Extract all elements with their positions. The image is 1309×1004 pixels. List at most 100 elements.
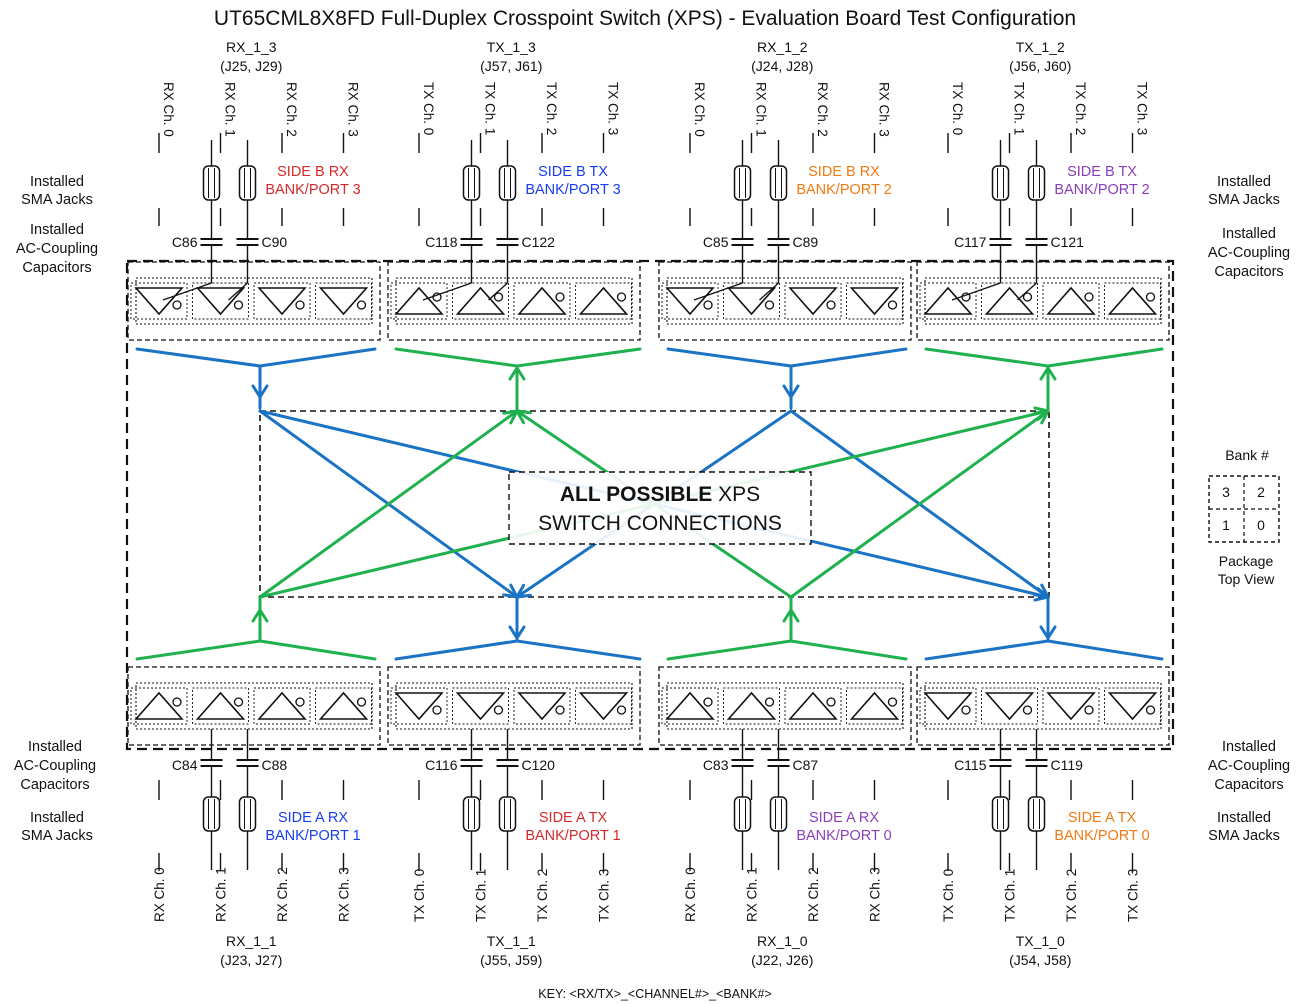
bottom-group-1-cap-0: [460, 759, 483, 767]
top-group-2-channel-3: RX Ch. 3: [877, 82, 892, 137]
top-group-3: TX_1_2 (J56, J60) TX Ch. 0 TX Ch. 1 TX Ch. 2…: [916, 39, 1170, 341]
top-group-0-channel-3: RX Ch. 3: [346, 82, 361, 137]
bottom-group-2-buffer-box-1: [723, 687, 780, 725]
bottom-group-2-channel-1: RX Ch. 1: [745, 867, 760, 922]
bank-groups: RX_1_3 (J25, J29) RX Ch. 0 RX Ch. 1 RX Ch. 2…: [127, 39, 1170, 968]
top-group-3-cap-right-label: C121: [1051, 234, 1085, 250]
top-group-2-bank-label: BANK/PORT 2: [796, 182, 891, 198]
top-group-2-jacks: (J24, J28): [751, 58, 813, 74]
bottom-group-2-buffer-1: [726, 691, 777, 720]
top-group-3-side-label: SIDE B TX: [1067, 164, 1137, 180]
bottom-group-0-buffer-2: [257, 691, 307, 720]
top-group-1-buffer-box-1: [452, 282, 509, 320]
side-labels: Installed SMA Jacks Installed AC-Coupling Ca…: [14, 174, 1290, 844]
bottom-group-1-channel-1: TX Ch. 1: [474, 869, 489, 922]
top-group-3-sma-0: [991, 140, 1010, 201]
top-group-1-side-label: SIDE B TX: [538, 164, 608, 180]
bank-cell-0: 0: [1257, 517, 1265, 533]
bottom-group-0-buffer-1: [195, 691, 246, 720]
bottom-group-1-buffer-0: [394, 692, 444, 721]
bottom-group-0-jacks: (J23, J27): [220, 952, 282, 968]
top-funnel-left-0: [135, 347, 262, 368]
green-connection-0: [258, 409, 519, 599]
bottom-group-1-side-label: SIDE A TX: [539, 810, 608, 826]
top-group-1-sma-1: [498, 140, 517, 201]
top-group-2-frame: [658, 261, 912, 341]
top-funnel-left-3: [924, 347, 1050, 368]
top-group-3-buffer-1: [984, 286, 1035, 315]
top-group-3-buffer-box-3: [1104, 282, 1161, 320]
top-group-0-cap-right-label: C90: [262, 234, 288, 250]
top-group-2-name: RX_1_2: [757, 39, 808, 55]
top-group-1-buffer-box-2: [513, 282, 571, 320]
top-group-3-sma-1: [1027, 140, 1046, 201]
top-funnel-arrow-1: [508, 366, 526, 381]
bottom-group-1-buffer-3: [578, 692, 629, 721]
top-group-2: RX_1_2 (J24, J28) RX Ch. 0 RX Ch. 1 RX Ch. 2…: [658, 39, 912, 341]
top-group-0-inner: [135, 277, 373, 325]
bottom-group-0-cap-right-label: C88: [262, 757, 288, 773]
left-top-cap-label: Installed AC-Coupling Capacitors: [16, 222, 98, 276]
top-group-0-bank-label: BANK/PORT 3: [265, 182, 360, 198]
bank-legend: Bank # 3 2 1 0 Package Top View: [1208, 447, 1280, 587]
top-funnel-right-2: [789, 347, 908, 368]
top-group-3-cap-1: [1025, 238, 1048, 246]
bottom-funnel-arrow-2: [782, 608, 800, 623]
bottom-group-2-jacks: (J22, J26): [751, 952, 813, 968]
top-group-0-sma-0: [202, 140, 221, 201]
top-group-3-buffer-0: [923, 286, 973, 315]
top-group-0-jacks: (J25, J29): [220, 58, 282, 74]
bottom-funnel-arrow-1: [508, 625, 526, 640]
bank-cell-1: 1: [1222, 517, 1230, 533]
top-group-0-frame: [127, 261, 381, 341]
bank-legend-caption-text: Package Top View: [1218, 553, 1275, 587]
top-group-3-frame: [916, 261, 1170, 341]
top-group-1-channel-0: TX Ch. 0: [421, 82, 436, 135]
bottom-group-1-channel-0: TX Ch. 0: [412, 869, 427, 922]
top-group-2-inner: [666, 277, 904, 325]
top-funnel-left-2: [666, 347, 793, 368]
bottom-group-3-channel-0: TX Ch. 0: [941, 869, 956, 922]
bottom-funnel-right-1: [515, 639, 642, 661]
top-group-1-buffer-box-0: [390, 282, 448, 320]
bank-legend-title: Bank #: [1225, 447, 1269, 463]
top-group-0-buffer-box-1: [192, 282, 249, 320]
top-group-2-buffer-3: [849, 287, 900, 316]
bottom-group-1-inner: [395, 682, 633, 730]
switch-connections: [135, 347, 1164, 661]
top-group-1-name: TX_1_3: [487, 39, 536, 55]
bottom-group-2-sma-1: [769, 796, 788, 870]
bottom-group-0: RX_1_1 (J23, J27) RX Ch. 0 RX Ch. 1 RX Ch. 2…: [127, 666, 381, 968]
bottom-group-3-sma-1: [1027, 796, 1046, 870]
bottom-group-0-buffer-box-1: [192, 687, 249, 725]
bottom-group-3-jacks: (J54, J58): [1009, 952, 1071, 968]
top-group-0-buffer-box-2: [253, 282, 311, 320]
bottom-group-3-buffer-box-3: [1104, 687, 1161, 725]
bottom-group-3-buffer-box-1: [981, 687, 1038, 725]
top-group-3-channel-0: TX Ch. 0: [950, 82, 965, 135]
top-group-0-channel-2: RX Ch. 2: [284, 82, 299, 137]
blue-connection-arrow-3: [1033, 583, 1050, 599]
bottom-funnel-left-0: [135, 639, 262, 661]
bottom-group-0-channel-0: RX Ch. 0: [152, 867, 167, 922]
bottom-group-1-channel-2: TX Ch. 2: [535, 869, 550, 922]
top-funnel-right-1: [515, 347, 642, 368]
top-group-0-side-label: SIDE B RX: [277, 164, 349, 180]
bank-legend-caption: Package Top View: [1218, 553, 1275, 587]
bottom-group-0-channel-3: RX Ch. 3: [337, 867, 352, 922]
bottom-group-3: TX_1_0 (J54, J58) TX Ch. 0 TX Ch. 1 TX Ch. 2…: [916, 666, 1170, 968]
top-group-3-buffer-box-0: [919, 282, 977, 320]
top-group-2-buffer-box-0: [661, 282, 719, 320]
top-group-0-cap-left-label: C86: [172, 234, 198, 250]
top-group-3-buffer-box-1: [981, 282, 1038, 320]
bottom-group-2-channel-0: RX Ch. 0: [683, 867, 698, 922]
bottom-group-3-channel-1: TX Ch. 1: [1003, 869, 1018, 922]
bottom-group-3-buffer-3: [1107, 692, 1158, 721]
bottom-group-2-side-label: SIDE A RX: [809, 810, 879, 826]
bottom-group-2-cap-0: [731, 759, 754, 767]
top-funnel-arrow-2: [782, 384, 800, 399]
bottom-group-1-buffer-box-3: [575, 687, 632, 725]
top-group-3-cap-left-label: C117: [954, 234, 987, 250]
bottom-group-0-sma-0: [202, 796, 221, 870]
top-group-2-cap-left-label: C85: [703, 234, 729, 250]
